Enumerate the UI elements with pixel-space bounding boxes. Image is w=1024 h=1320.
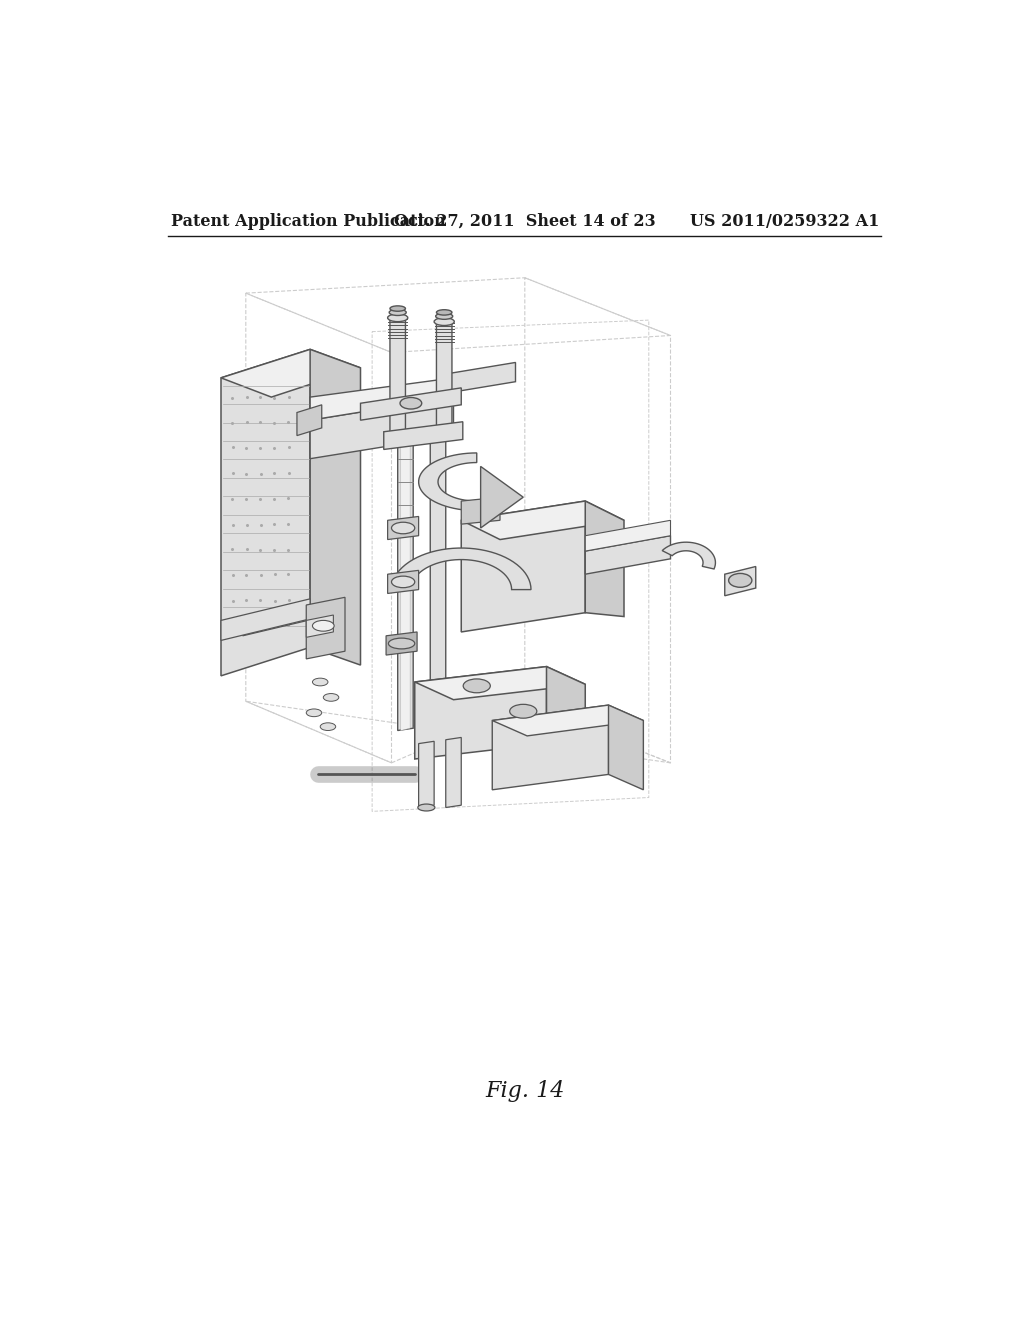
Ellipse shape [306,709,322,717]
Ellipse shape [312,678,328,686]
Polygon shape [400,433,410,730]
Ellipse shape [391,523,415,533]
Ellipse shape [463,678,490,693]
Polygon shape [461,498,500,524]
Polygon shape [586,520,671,552]
Ellipse shape [324,693,339,701]
Polygon shape [493,705,608,789]
Polygon shape [415,667,586,700]
Text: US 2011/0259322 A1: US 2011/0259322 A1 [690,213,880,230]
Polygon shape [243,601,308,636]
Text: Oct. 27, 2011  Sheet 14 of 23: Oct. 27, 2011 Sheet 14 of 23 [394,213,655,230]
Polygon shape [415,667,547,759]
Ellipse shape [729,573,752,587]
Polygon shape [586,502,624,616]
Polygon shape [297,405,322,436]
Polygon shape [547,667,586,760]
Polygon shape [445,363,515,393]
Polygon shape [608,705,643,789]
Polygon shape [586,536,671,574]
Polygon shape [663,543,716,569]
Polygon shape [419,742,434,808]
Polygon shape [221,350,360,397]
Polygon shape [397,433,414,730]
Polygon shape [306,598,345,659]
Polygon shape [388,516,419,540]
Ellipse shape [389,309,407,315]
Polygon shape [388,570,419,594]
Ellipse shape [390,306,406,312]
Polygon shape [391,548,531,590]
Ellipse shape [434,318,455,326]
Polygon shape [419,453,477,511]
Ellipse shape [435,313,453,319]
Polygon shape [436,322,452,434]
Polygon shape [430,432,445,726]
Polygon shape [310,350,360,665]
Polygon shape [310,397,454,459]
Polygon shape [493,705,643,737]
Polygon shape [390,318,406,436]
Polygon shape [480,466,523,528]
Polygon shape [306,615,334,638]
Polygon shape [461,502,624,540]
Polygon shape [725,566,756,595]
Ellipse shape [436,310,452,315]
Text: Patent Application Publication: Patent Application Publication [171,213,445,230]
Text: Fig. 14: Fig. 14 [485,1081,564,1102]
Polygon shape [386,632,417,655]
Ellipse shape [388,638,415,649]
Ellipse shape [510,705,537,718]
Ellipse shape [418,804,435,810]
Polygon shape [310,378,454,420]
Ellipse shape [321,723,336,730]
Ellipse shape [312,620,334,631]
Polygon shape [221,350,310,676]
Polygon shape [445,738,461,808]
Ellipse shape [388,314,408,322]
Polygon shape [221,599,310,640]
Polygon shape [461,502,586,632]
Ellipse shape [400,397,422,409]
Polygon shape [360,388,461,420]
Polygon shape [384,422,463,449]
Ellipse shape [391,576,415,587]
